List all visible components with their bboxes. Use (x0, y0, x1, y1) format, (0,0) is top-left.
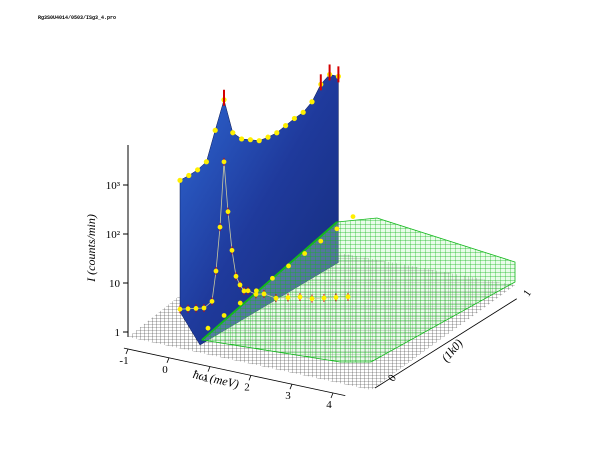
back-point-4 (212, 127, 218, 133)
diag-point-6 (302, 251, 308, 256)
z-tick-label-1: 10 (109, 278, 121, 290)
energy-tick-2 (207, 366, 211, 372)
front-point-13 (245, 288, 251, 294)
green-mesh (201, 217, 516, 363)
energy-tick-label-1: 0 (162, 364, 168, 376)
z-axis-label: I (counts/min) (84, 214, 98, 283)
back-point-10 (265, 134, 271, 140)
front-point-22 (345, 294, 351, 300)
back-point-11 (274, 130, 280, 136)
diag-point-7 (318, 238, 324, 244)
front-point-0 (177, 306, 183, 312)
q-tick-label-0: 0 (386, 372, 399, 384)
file-path-label: Rg3S0U4014/0503/ISg3_4.pro (38, 15, 117, 21)
diag-point-9 (350, 214, 356, 220)
z-tick-label-2: 10² (106, 229, 121, 241)
energy-tick-label-2: 1 (203, 373, 209, 385)
z-tick-label-3: 10³ (106, 180, 121, 192)
front-point-4 (209, 298, 215, 304)
diag-point-4 (270, 275, 275, 281)
energy-tick-label-3: 2 (244, 381, 250, 393)
back-point-2 (195, 167, 201, 173)
energy-tick-1 (166, 357, 170, 363)
diag-point-0 (205, 325, 211, 331)
back-point-9 (256, 138, 262, 144)
energy-tick-4 (289, 384, 293, 390)
back-point-14 (300, 109, 306, 115)
energy-tick-3 (248, 375, 252, 381)
z-tick-label-0: 1 (115, 327, 121, 339)
back-point-0 (177, 177, 183, 183)
back-point-6 (230, 130, 236, 136)
front-point-2 (193, 305, 199, 311)
back-point-3 (203, 159, 209, 165)
front-point-5 (213, 268, 219, 274)
q-tick-label-1: 1 (521, 288, 534, 299)
green-ridge (201, 221, 338, 341)
energy-tick-0 (125, 348, 129, 355)
front-point-17 (285, 295, 291, 300)
energy-tick-label-5: 4 (326, 399, 332, 411)
front-point-1 (185, 306, 191, 312)
back-point-8 (247, 137, 253, 143)
diag-point-5 (286, 263, 291, 269)
energy-tick-label-0: -1 (119, 355, 128, 367)
q-axis-line (374, 298, 517, 389)
front-point-15 (261, 291, 267, 297)
front-point-18 (297, 294, 303, 300)
energy-tick-5 (330, 392, 334, 399)
front-point-16 (273, 295, 279, 301)
diag-point-8 (334, 226, 340, 232)
front-point-8 (225, 209, 231, 215)
back-point-15 (309, 99, 315, 105)
diag-point-1 (221, 313, 227, 318)
front-point-20 (321, 295, 327, 301)
front-point-7 (221, 159, 227, 165)
energy-axis-label: ħω (meV) (192, 367, 241, 391)
diag-point-2 (237, 300, 243, 306)
back-point-13 (291, 115, 297, 122)
energy-axis-line (123, 347, 346, 397)
front-point-21 (333, 295, 339, 300)
back-point-1 (186, 172, 192, 179)
back-point-12 (283, 123, 289, 129)
front-point-6 (217, 224, 223, 230)
back-point-7 (239, 136, 245, 142)
front-point-19 (309, 296, 315, 302)
front-point-14 (253, 291, 259, 297)
front-point-9 (229, 247, 235, 253)
diag-point-3 (253, 288, 259, 294)
energy-tick-label-4: 3 (285, 390, 291, 402)
front-point-11 (237, 282, 243, 288)
front-point-10 (233, 273, 239, 279)
q-axis-label: (1k0) (438, 336, 465, 364)
front-point-3 (201, 305, 207, 311)
front-point-12 (241, 288, 247, 294)
